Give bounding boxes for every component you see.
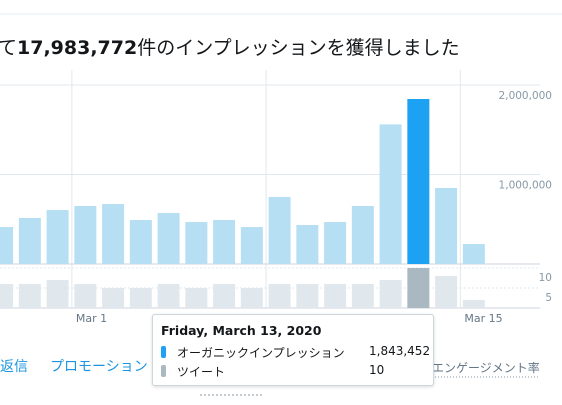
bar [102, 204, 125, 264]
x-tick-label: Mar 15 [464, 312, 502, 325]
bar [46, 280, 69, 308]
bar [435, 188, 458, 264]
tooltip-name: ツイート [177, 365, 226, 379]
bar [74, 206, 97, 264]
bar [462, 300, 485, 308]
bar [407, 268, 430, 308]
tab[interactable]: プロモーション [50, 359, 148, 375]
tooltip: Friday, March 13, 2020 オーガニックインプレッション 1,… [152, 314, 434, 386]
bar [324, 222, 347, 264]
tooltip-swatch [161, 346, 166, 358]
tooltip-value: 1,843,452 [369, 344, 431, 358]
tab[interactable]: エンゲージメント率 [432, 361, 540, 375]
tooltip-value: 10 [369, 363, 385, 377]
bar [18, 284, 41, 308]
headline: て17,983,772件のインプレッションを獲得しました [0, 37, 460, 59]
tooltip-name: オーガニックインプレッション [177, 346, 345, 360]
bar [462, 244, 485, 264]
bar [157, 284, 180, 308]
bar [407, 99, 430, 264]
bar [46, 210, 69, 264]
tooltip-swatch [161, 365, 166, 377]
headline-prefix: て [0, 37, 17, 59]
bar [129, 288, 152, 308]
headline-number: 17,983,772 [17, 37, 137, 59]
bar [157, 212, 180, 264]
bar [18, 217, 41, 264]
bar [129, 219, 152, 264]
bar [240, 288, 263, 308]
bar [296, 224, 319, 264]
bar [240, 227, 263, 264]
bar [296, 284, 319, 308]
y-tick-label: 1,000,000 [499, 180, 552, 192]
x-tick-label: Mar 1 [76, 312, 107, 325]
y-tick-label: 2,000,000 [499, 90, 552, 102]
bar [351, 284, 374, 308]
bar [435, 276, 458, 308]
headline-suffix: 件のインプレッションを獲得しました [137, 37, 459, 59]
y2-tick-label: 10 [539, 272, 552, 284]
bar [324, 284, 347, 308]
tooltip-row: オーガニックインプレッション 1,843,452 [161, 344, 430, 360]
bar [268, 196, 291, 264]
bar [379, 124, 402, 264]
bar [185, 288, 208, 308]
bar [74, 284, 97, 308]
bar [213, 284, 236, 308]
bar [351, 206, 374, 264]
tooltip-row: ツイート 10 [161, 363, 425, 379]
y2-tick-label: 5 [545, 292, 552, 304]
bar [379, 280, 402, 308]
bar [0, 227, 14, 264]
bar [268, 284, 291, 308]
bar [213, 219, 236, 264]
bar [185, 222, 208, 264]
bar [102, 288, 125, 308]
bar [0, 284, 14, 308]
tab[interactable]: 返信 [0, 359, 28, 375]
tooltip-title: Friday, March 13, 2020 [161, 323, 322, 338]
